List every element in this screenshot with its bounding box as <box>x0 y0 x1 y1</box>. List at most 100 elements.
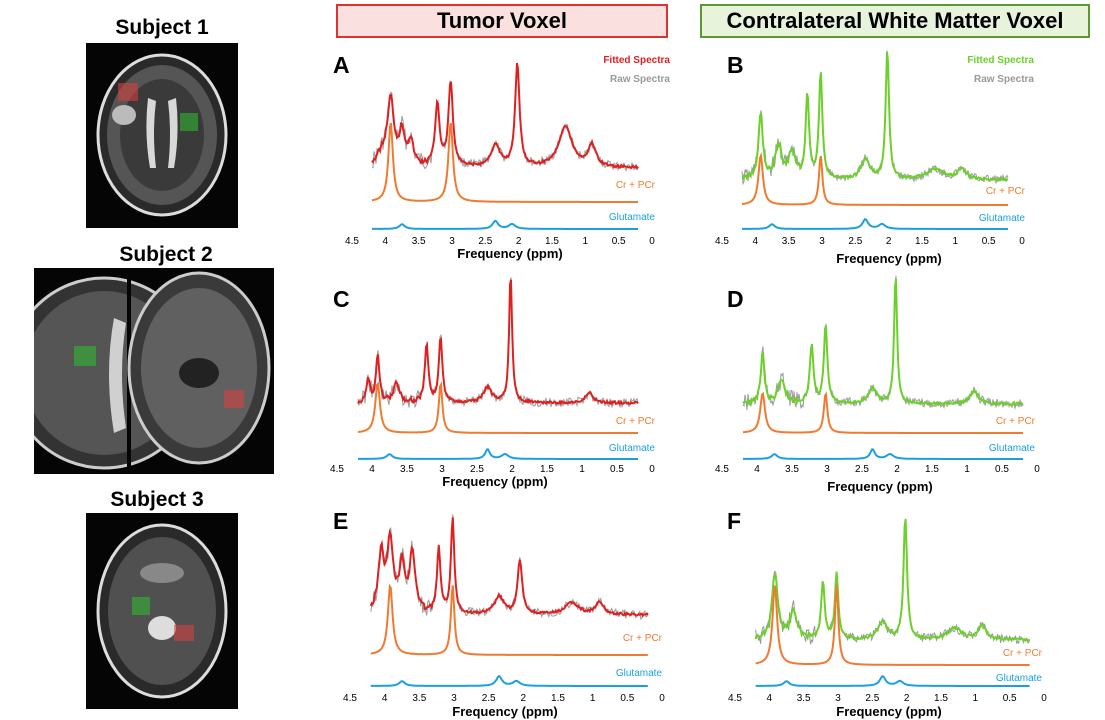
raw-spectra-line-e <box>370 514 649 620</box>
tick-label-c: 1 <box>579 464 585 475</box>
mri-subject-1 <box>86 43 238 228</box>
x-axis-label-e: Frequency (ppm) <box>452 704 558 719</box>
tick-label-c: 2 <box>509 464 515 475</box>
cr-pcr-line-a <box>371 122 638 203</box>
tick-label-d: 4 <box>754 464 760 475</box>
glutamate-line-a <box>372 219 638 230</box>
tick-label-b: 3 <box>819 236 825 247</box>
cr-pcr-line-d <box>742 391 1023 434</box>
mri-subject-2-graphic <box>34 268 271 474</box>
tick-label-d: 1.5 <box>925 464 939 475</box>
contralateral-voxel-header: Contralateral White Matter Voxel <box>700 4 1090 38</box>
raw-spectra-line-b <box>741 50 1009 186</box>
tick-label-f: 0.5 <box>1002 693 1017 704</box>
mri-subject-1-graphic <box>96 53 228 217</box>
tick-label-b: 2 <box>885 236 892 247</box>
tick-label-d: 0.5 <box>995 464 1009 475</box>
legend-raw-wm: Raw Spectra <box>973 74 1034 85</box>
cr-pcr-label-d: Cr + PCr <box>995 416 1035 427</box>
raw-spectra-line-c <box>357 277 639 409</box>
glutamate-label-b: Glutamate <box>978 213 1025 224</box>
x-axis-label-f: Frequency (ppm) <box>836 704 942 719</box>
tumor-voxel-header: Tumor Voxel <box>336 4 668 38</box>
tick-label-e: 1.5 <box>551 693 565 704</box>
tick-label-b: 4 <box>752 236 759 247</box>
tick-label-a: 1 <box>582 236 589 247</box>
tick-label-f: 2 <box>903 693 910 704</box>
subject-3-title: Subject 3 <box>110 488 204 511</box>
tick-label-d: 3.5 <box>785 464 799 475</box>
tick-label-b: 3.5 <box>781 236 796 247</box>
x-axis-label-c: Frequency (ppm) <box>442 474 548 489</box>
tick-label-a: 3 <box>449 236 455 247</box>
panel-letter-d: D <box>727 286 744 312</box>
fitted-spectra-line-a <box>371 62 639 171</box>
tick-label-b: 1.5 <box>915 236 929 247</box>
tick-label-f: 1.5 <box>934 693 948 704</box>
tick-label-c: 4.5 <box>330 464 344 475</box>
subject-1-title: Subject 1 <box>115 16 209 39</box>
tick-label-b: 4.5 <box>715 236 729 247</box>
mri-subject-3-graphic <box>96 523 228 699</box>
fitted-spectra-line-b <box>742 51 1009 183</box>
tumor-voxel-header-text: Tumor Voxel <box>437 8 567 33</box>
panel-letter-a: A <box>333 52 350 78</box>
tick-label-a: 2.5 <box>478 236 493 247</box>
tick-label-d: 0 <box>1034 464 1040 475</box>
tick-label-a: 4 <box>382 236 389 247</box>
cr-pcr-label-e: Cr + PCr <box>622 633 662 644</box>
contralateral-voxel-header-text: Contralateral White Matter Voxel <box>726 8 1064 33</box>
x-axis-label-b: Frequency (ppm) <box>836 251 942 266</box>
tick-label-c: 4 <box>369 464 375 475</box>
tick-label-b: 1 <box>952 236 959 247</box>
tick-label-c: 3.5 <box>400 464 414 475</box>
glutamate-label-d: Glutamate <box>988 443 1035 454</box>
tick-label-d: 1 <box>964 464 970 475</box>
cr-pcr-line-c <box>357 381 638 434</box>
tick-label-c: 3 <box>439 464 445 475</box>
legend-raw-tumor: Raw Spectra <box>609 74 670 85</box>
tick-label-a: 2 <box>515 236 522 247</box>
cr-pcr-line-b <box>741 151 1008 206</box>
glutamate-line-b <box>742 218 1008 230</box>
glutamate-line-d <box>743 448 1023 460</box>
tick-label-e: 1 <box>589 693 596 704</box>
tick-label-a: 4.5 <box>345 236 359 247</box>
tick-label-f: 3.5 <box>796 693 811 704</box>
tick-label-f: 1 <box>972 693 979 704</box>
legend-fitted-wm: Fitted Spectra <box>967 55 1034 66</box>
tick-label-b: 0 <box>1019 236 1025 247</box>
tick-label-c: 0 <box>649 464 655 475</box>
tick-label-d: 2 <box>894 464 900 475</box>
tick-label-a: 0 <box>649 236 655 247</box>
panel-letter-c: C <box>333 286 350 312</box>
tick-label-c: 2.5 <box>470 464 484 475</box>
tick-label-e: 2.5 <box>481 693 496 704</box>
tick-label-d: 2.5 <box>855 464 869 475</box>
cr-pcr-line-f <box>755 584 1030 666</box>
fitted-spectra-line-d <box>742 279 1024 408</box>
panel-letter-b: B <box>727 52 744 78</box>
x-axis-label-d: Frequency (ppm) <box>827 479 933 494</box>
cr-pcr-label-c: Cr + PCr <box>615 416 655 427</box>
tick-label-e: 2 <box>520 693 527 704</box>
glutamate-line-c <box>358 448 638 460</box>
tick-label-f: 3 <box>835 693 841 704</box>
tick-label-f: 2.5 <box>865 693 880 704</box>
tick-label-e: 3.5 <box>412 693 427 704</box>
tick-label-e: 3 <box>451 693 457 704</box>
cr-pcr-label-b: Cr + PCr <box>985 186 1025 197</box>
mri-subject-2 <box>34 268 274 474</box>
tick-label-e: 4.5 <box>343 693 357 704</box>
tick-label-d: 3 <box>824 464 830 475</box>
legend-fitted-tumor: Fitted Spectra <box>603 55 670 66</box>
mri-subject-3 <box>86 513 238 709</box>
cr-pcr-label-f: Cr + PCr <box>1002 648 1042 659</box>
tick-label-f: 0 <box>1041 693 1047 704</box>
tick-label-a: 0.5 <box>611 236 626 247</box>
tick-label-d: 4.5 <box>715 464 729 475</box>
subject-2-title: Subject 2 <box>119 243 213 266</box>
glutamate-label-c: Glutamate <box>608 443 655 454</box>
